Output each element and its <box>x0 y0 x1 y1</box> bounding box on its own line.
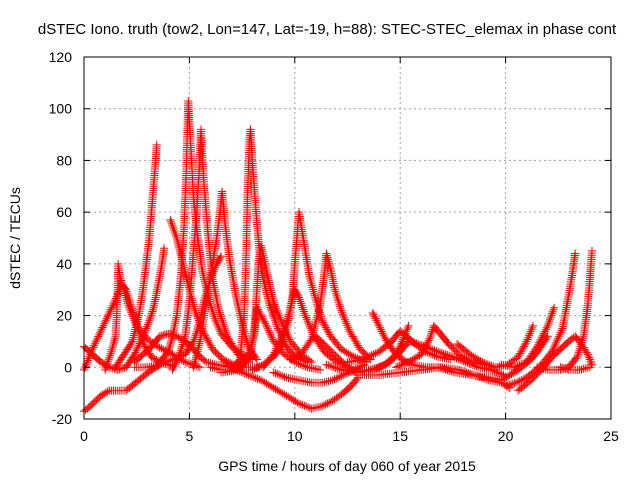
data-points <box>80 97 596 416</box>
x-tick-label: 20 <box>498 428 514 444</box>
x-tick-label: 15 <box>392 428 408 444</box>
series-24 <box>392 321 489 372</box>
x-axis-label: GPS time / hours of day 060 of year 2015 <box>218 458 476 474</box>
y-tick-label: 0 <box>64 359 72 375</box>
plot-frame <box>83 56 612 420</box>
series-33 <box>556 363 594 374</box>
series-19 <box>259 285 354 372</box>
y-tick-label: 120 <box>49 49 73 65</box>
y-tick-label: 80 <box>56 152 72 168</box>
y-tick-label: 20 <box>56 308 72 324</box>
series-markers <box>556 363 594 374</box>
chart-title: dSTEC Iono. truth (tow2, Lon=147, Lat=-1… <box>38 21 617 38</box>
series-29 <box>497 303 559 372</box>
x-tick-label: 0 <box>80 428 88 444</box>
series-18 <box>286 249 375 364</box>
series-markers <box>406 337 508 379</box>
series-markers <box>286 249 375 364</box>
series-markers <box>392 321 489 372</box>
y-tick-label: -20 <box>52 411 72 427</box>
x-tick-label: 25 <box>603 428 619 444</box>
series-markers <box>221 358 362 413</box>
y-tick-label: 60 <box>56 204 72 220</box>
series-5 <box>111 140 161 372</box>
series-markers <box>497 303 559 372</box>
y-axis-label: dSTEC / TECUs <box>7 187 23 289</box>
x-tick-label: 10 <box>287 428 303 444</box>
series-markers <box>259 285 354 372</box>
y-tick-label: 40 <box>56 256 72 272</box>
series-26 <box>406 337 508 379</box>
axis-ticks: 0 5 10 15 20 25 -20 0 20 40 60 80 100 120 <box>49 49 619 444</box>
series-15 <box>221 358 362 413</box>
y-tick-label: 100 <box>49 101 73 117</box>
series-markers <box>111 140 161 372</box>
x-tick-label: 5 <box>186 428 194 444</box>
